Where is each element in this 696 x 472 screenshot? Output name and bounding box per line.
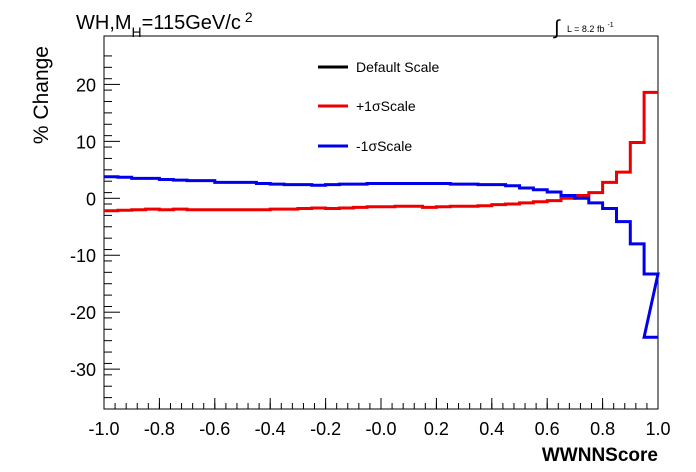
legend-label-default: Default Scale [356,59,439,75]
x-tick-label: 1.0 [645,419,670,439]
x-axis: -1.0 -0.8 -0.6 -0.4 -0.2 -0.0 0.2 0.4 0.6 0.8 1.0 [88,398,671,439]
legend-label-minus1sigma: -1σScale [356,138,412,154]
x-tick-label: 0.4 [479,419,504,439]
y-axis-title: % Change [30,46,53,144]
series-line-2 [104,175,660,339]
series-layer [104,90,660,339]
y-tick-label: 0 [86,189,96,209]
y-tick-label: -30 [70,360,96,380]
y-axis: 20 10 0 -10 -20 -30 [70,55,120,399]
x-tick-label: -0.8 [144,419,175,439]
y-tick-label: 10 [76,132,96,152]
x-tick-label: -0.4 [255,419,286,439]
x-tick-label: -0.0 [365,419,396,439]
y-tick-label: -20 [70,303,96,323]
x-tick-label: 0.6 [535,419,560,439]
x-tick-label: -0.6 [199,419,230,439]
lumi-label: L = 8.2 fb -1 [567,22,614,34]
x-tick-label: -1.0 [88,419,119,439]
x-tick-label: 0.2 [424,419,449,439]
chart-title: WH,MH=115GeV/c 2 [76,9,253,40]
y-tick-label: 20 [76,75,96,95]
lumi-integral: ∫ [553,17,561,39]
x-axis-title: WWNNScore [542,445,658,466]
y-tick-label: -10 [70,246,96,266]
legend-label-plus1sigma: +1σScale [356,98,416,114]
x-tick-label: 0.8 [590,419,615,439]
x-tick-label: -0.2 [310,419,341,439]
legend: Default Scale +1σScale -1σScale [318,59,439,154]
